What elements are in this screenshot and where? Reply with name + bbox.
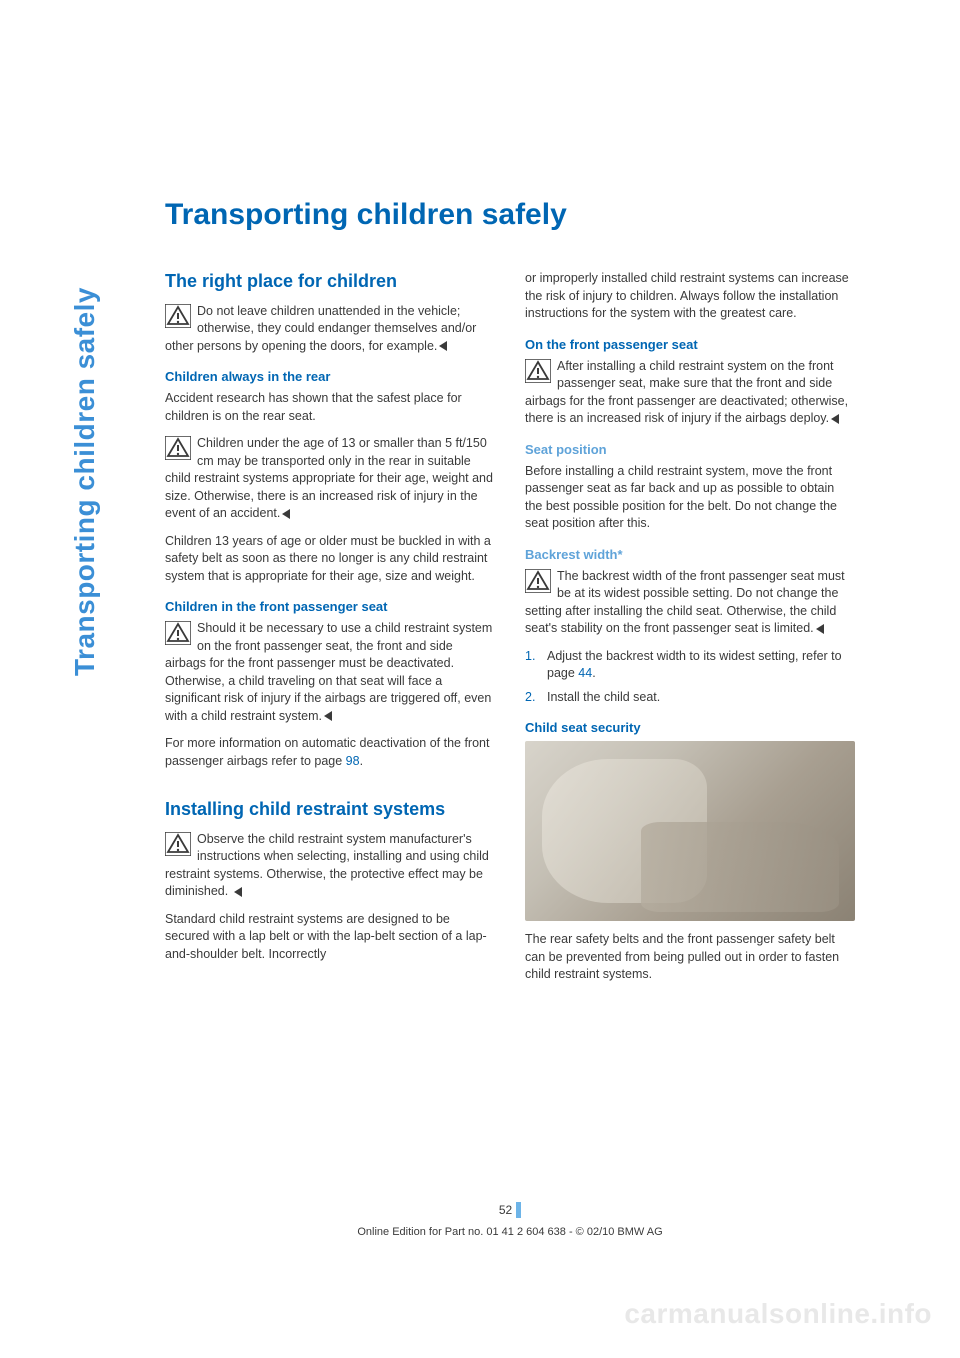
warning-text: Should it be necessary to use a child re… [165,621,492,723]
text-fragment: For more information on automatic deacti… [165,736,489,768]
warning-text: Observe the child restraint system manuf… [165,832,489,899]
body-paragraph: The rear safety belts and the front pass… [525,931,855,984]
warning-paragraph: Observe the child restraint system manuf… [165,831,495,901]
warning-paragraph: Should it be necessary to use a child re… [165,620,495,725]
text-fragment: . [360,754,363,768]
list-text: Adjust the backrest width to its widest … [547,648,855,683]
sub-heading: Children in the front passenger seat [165,599,495,614]
warning-text: Children under the age of 13 or smaller … [165,436,493,520]
right-column: or improperly installed child restraint … [525,270,855,994]
page-content: Transporting children safely The right p… [165,198,855,994]
warning-paragraph: Do not leave children unattended in the … [165,303,495,356]
sub-heading-secondary: Seat position [525,442,855,457]
warning-icon [165,304,191,328]
text-fragment: . [592,666,595,680]
body-paragraph: or improperly installed child restraint … [525,270,855,323]
sub-heading-secondary: Backrest width* [525,547,855,562]
warning-icon [525,359,551,383]
left-column: The right place for children Do not leav… [165,270,495,994]
two-column-layout: The right place for children Do not leav… [165,270,855,994]
end-marker-icon [234,887,242,897]
end-marker-icon [816,624,824,634]
warning-paragraph: Children under the age of 13 or smaller … [165,435,495,523]
body-paragraph: Children 13 years of age or older must b… [165,533,495,586]
numbered-list: 1. Adjust the backrest width to its wide… [525,648,855,707]
warning-icon [165,436,191,460]
vertical-section-title: Transporting children safely [69,287,101,676]
end-marker-icon [831,414,839,424]
page-number-wrap: 52 [165,1202,855,1218]
section-heading: Installing child restraint systems [165,798,495,821]
list-text: Install the child seat. [547,689,660,707]
page-reference-link[interactable]: 98 [346,754,360,768]
warning-text: Do not leave children unattended in the … [165,304,476,353]
warning-paragraph: The backrest width of the front passenge… [525,568,855,638]
sub-heading: Child seat security [525,720,855,735]
watermark-text: carmanualsonline.info [624,1298,932,1330]
warning-icon [525,569,551,593]
body-paragraph: Standard child restraint systems are des… [165,911,495,964]
warning-icon [165,832,191,856]
body-paragraph: Accident research has shown that the saf… [165,390,495,425]
list-number: 2. [525,689,547,707]
page-title: Transporting children safely [165,198,855,232]
warning-paragraph: After installing a child restraint syste… [525,358,855,428]
warning-text: The backrest width of the front passenge… [525,569,845,636]
warning-icon [165,621,191,645]
footer-copyright: Online Edition for Part no. 01 41 2 604 … [165,1226,855,1238]
page-reference-link[interactable]: 44 [578,666,592,680]
sub-heading: Children always in the rear [165,369,495,384]
end-marker-icon [282,509,290,519]
body-paragraph: For more information on automatic deacti… [165,735,495,770]
end-marker-icon [439,341,447,351]
page-footer: 52 Online Edition for Part no. 01 41 2 6… [165,1202,855,1238]
child-seat-security-image [525,741,855,921]
body-paragraph: Before installing a child restraint syst… [525,463,855,533]
section-heading: The right place for children [165,270,495,293]
list-item: 2. Install the child seat. [525,689,855,707]
page-accent-bar [516,1202,521,1218]
warning-text: After installing a child restraint syste… [525,359,848,426]
end-marker-icon [324,711,332,721]
list-number: 1. [525,648,547,683]
sub-heading: On the front passenger seat [525,337,855,352]
list-item: 1. Adjust the backrest width to its wide… [525,648,855,683]
page-number: 52 [499,1203,512,1217]
